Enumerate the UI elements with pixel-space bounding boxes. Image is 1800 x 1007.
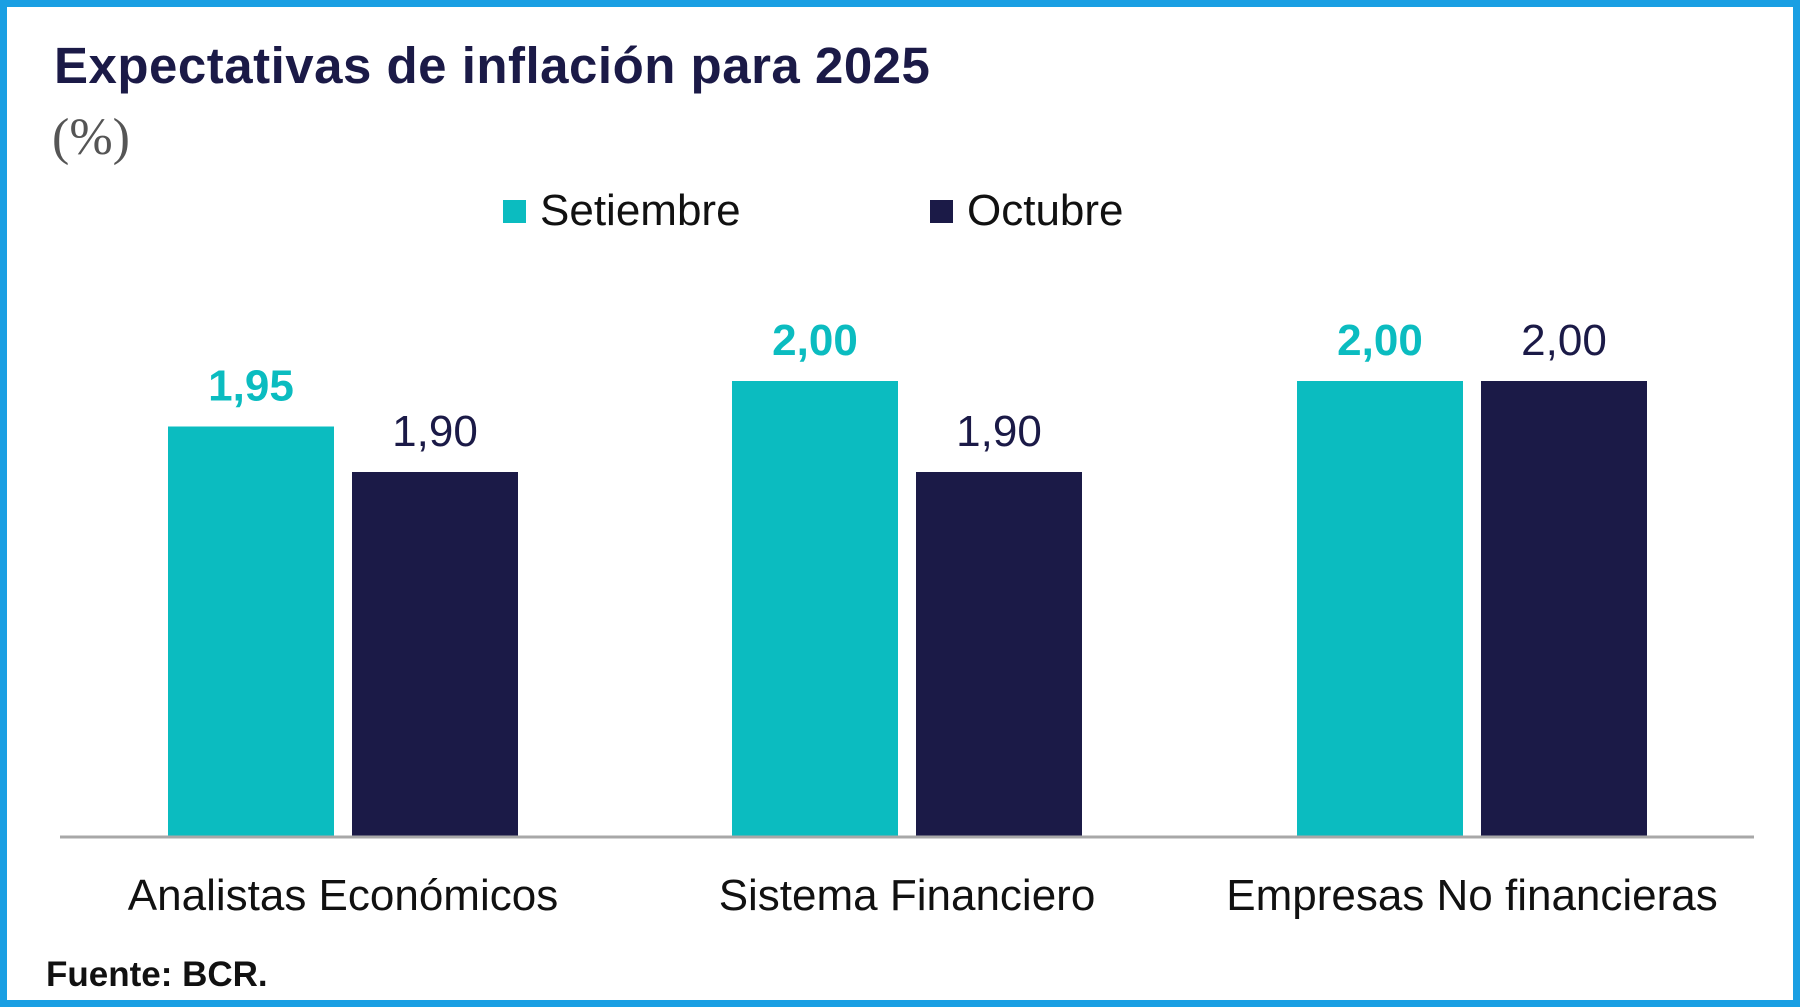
data-label: 2,00 bbox=[1521, 316, 1607, 365]
legend-swatch-setiembre bbox=[503, 199, 526, 223]
bar-setiembre-0 bbox=[168, 426, 334, 836]
x-tick-label: Empresas No financieras bbox=[1226, 871, 1718, 920]
x-tick-label: Analistas Económicos bbox=[128, 871, 558, 920]
legend-label-setiembre: Setiembre bbox=[540, 186, 741, 235]
legend-swatch-octubre bbox=[930, 199, 953, 223]
data-label: 2,00 bbox=[1337, 316, 1423, 365]
legend-item-octubre: Octubre bbox=[930, 186, 1124, 236]
data-label: 1,90 bbox=[956, 407, 1042, 456]
bar-octubre-2 bbox=[1481, 381, 1647, 836]
source-note: Fuente: BCR. bbox=[46, 955, 268, 994]
data-label: 2,00 bbox=[772, 316, 858, 365]
chart-subtitle: (%) bbox=[52, 109, 130, 166]
legend-label-octubre: Octubre bbox=[967, 186, 1124, 235]
data-label: 1,95 bbox=[208, 362, 294, 411]
bar-octubre-0 bbox=[352, 472, 518, 836]
data-label: 1,90 bbox=[392, 407, 478, 456]
x-tick-label: Sistema Financiero bbox=[719, 871, 1096, 920]
bar-octubre-1 bbox=[916, 472, 1082, 836]
bar-setiembre-2 bbox=[1297, 381, 1463, 836]
chart-title: Expectativas de inflación para 2025 bbox=[54, 37, 931, 94]
legend-item-setiembre: Setiembre bbox=[503, 186, 741, 236]
bar-setiembre-1 bbox=[732, 381, 898, 836]
